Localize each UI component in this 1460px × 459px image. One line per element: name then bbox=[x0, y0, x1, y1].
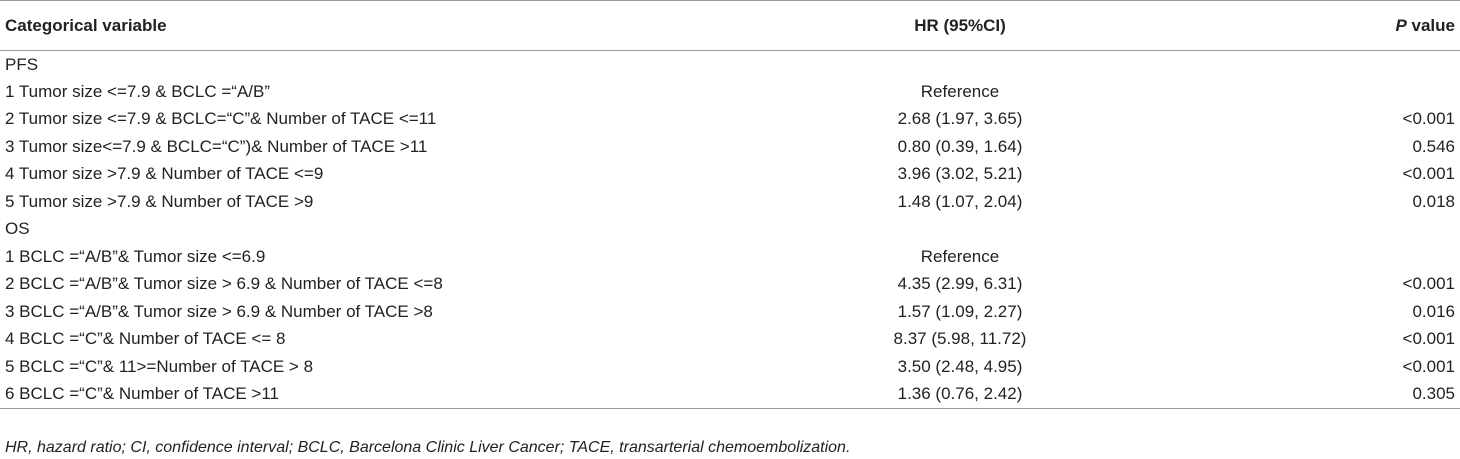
table-cell: 1 Tumor size <=7.9 & BCLC =“A/B” bbox=[5, 81, 271, 101]
table-cell: 5 BCLC =“C”& 11>=Number of TACE > 8 bbox=[5, 356, 314, 376]
header-cell: P value bbox=[1130, 0, 1460, 51]
header-italic: P bbox=[1395, 15, 1407, 35]
data-table: Categorical variable HR (95%CI) P value … bbox=[0, 0, 1460, 409]
table-cell: 0.305 bbox=[1130, 380, 1460, 409]
table-cell: 1 BCLC =“A/B”& Tumor size <=6.9 bbox=[5, 246, 266, 266]
table-row: 2 BCLC =“A/B”& Tumor size > 6.9 & Number… bbox=[0, 271, 1460, 299]
table-row: 3 BCLC =“A/B”& Tumor size > 6.9 & Number… bbox=[0, 298, 1460, 326]
table-cell: 4 BCLC =“C”& Number of TACE <= 8 bbox=[5, 329, 286, 349]
table-cell: 1.48 (1.07, 2.04) bbox=[897, 191, 1023, 211]
table-cell: <0.001 bbox=[1402, 164, 1455, 184]
table-row: 1 BCLC =“A/B”& Tumor size <=6.9 Reference bbox=[0, 243, 1460, 271]
table-row: 1 Tumor size <=7.9 & BCLC =“A/B” Referenc… bbox=[0, 78, 1460, 106]
table-cell bbox=[1130, 243, 1460, 271]
table-cell: 2.68 (1.97, 3.65) bbox=[897, 109, 1023, 129]
header-cell: Categorical variable bbox=[0, 0, 790, 51]
table-cell: <0.001 bbox=[1402, 109, 1455, 129]
table-cell: 1.36 (0.76, 2.42) bbox=[790, 380, 1130, 409]
table-cell: <0.001 bbox=[1402, 274, 1455, 294]
header-row: Categorical variable HR (95%CI) P value bbox=[0, 0, 1460, 51]
table-cell: <0.001 bbox=[1402, 356, 1455, 376]
table-body: PFS 1 Tumor size <=7.9 & BCLC =“A/B” Refer… bbox=[0, 51, 1460, 409]
table-cell: 6 BCLC =“C”& Number of TACE >11 bbox=[0, 380, 790, 409]
section-label: PFS bbox=[5, 54, 39, 74]
header-text: value bbox=[1406, 15, 1455, 35]
table-cell: 0.546 bbox=[1412, 136, 1455, 156]
table-cell: 2 BCLC =“A/B”& Tumor size > 6.9 & Number… bbox=[5, 274, 443, 294]
footnote: HR, hazard ratio; CI, confidence interva… bbox=[5, 439, 851, 456]
table-cell: <0.001 bbox=[1402, 329, 1455, 349]
header-cell: HR (95%CI) bbox=[790, 0, 1130, 51]
table-cell: Reference bbox=[920, 81, 1000, 101]
table-cell: 3.50 (2.48, 4.95) bbox=[897, 356, 1023, 376]
table-row: 5 BCLC =“C”& 11>=Number of TACE > 8 3.50 … bbox=[0, 353, 1460, 381]
table-cell: 0.80 (0.39, 1.64) bbox=[897, 136, 1023, 156]
table-row: 5 Tumor size >7.9 & Number of TACE >9 1.4… bbox=[0, 188, 1460, 216]
table-cell: 4 Tumor size >7.9 & Number of TACE <=9 bbox=[5, 164, 324, 184]
table-row: 3 Tumor size<=7.9 & BCLC=“C”)& Number of… bbox=[0, 133, 1460, 161]
table-cell: 3.96 (3.02, 5.21) bbox=[897, 164, 1023, 184]
table-cell: 3 Tumor size<=7.9 & BCLC=“C”)& Number of… bbox=[5, 136, 428, 156]
section-label: OS bbox=[5, 219, 30, 239]
table-row: 6 BCLC =“C”& Number of TACE >11 1.36 (0.7… bbox=[0, 380, 1460, 409]
table-cell: 1.57 (1.09, 2.27) bbox=[897, 301, 1023, 321]
table-row: 4 Tumor size >7.9 & Number of TACE <=9 3.… bbox=[0, 161, 1460, 189]
table-cell: 0.018 bbox=[1412, 191, 1455, 211]
table-header: Categorical variable HR (95%CI) P value bbox=[0, 0, 1460, 51]
section-row: OS bbox=[0, 216, 1460, 244]
table-row: 2 Tumor size <=7.9 & BCLC=“C”& Number of… bbox=[0, 106, 1460, 134]
table-cell: 3 BCLC =“A/B”& Tumor size > 6.9 & Number… bbox=[5, 301, 433, 321]
table-cell: 4.35 (2.99, 6.31) bbox=[897, 274, 1023, 294]
table-cell: 2 Tumor size <=7.9 & BCLC=“C”& Number of… bbox=[5, 109, 437, 129]
table-cell: 5 Tumor size >7.9 & Number of TACE >9 bbox=[5, 191, 314, 211]
table-row: 4 BCLC =“C”& Number of TACE <= 8 8.37 (5.… bbox=[0, 326, 1460, 354]
section-row: PFS bbox=[0, 51, 1460, 79]
table-cell bbox=[1130, 78, 1460, 106]
table-cell: 8.37 (5.98, 11.72) bbox=[893, 329, 1027, 349]
table-cell: Reference bbox=[920, 246, 1000, 266]
table-cell: 0.016 bbox=[1412, 301, 1455, 321]
